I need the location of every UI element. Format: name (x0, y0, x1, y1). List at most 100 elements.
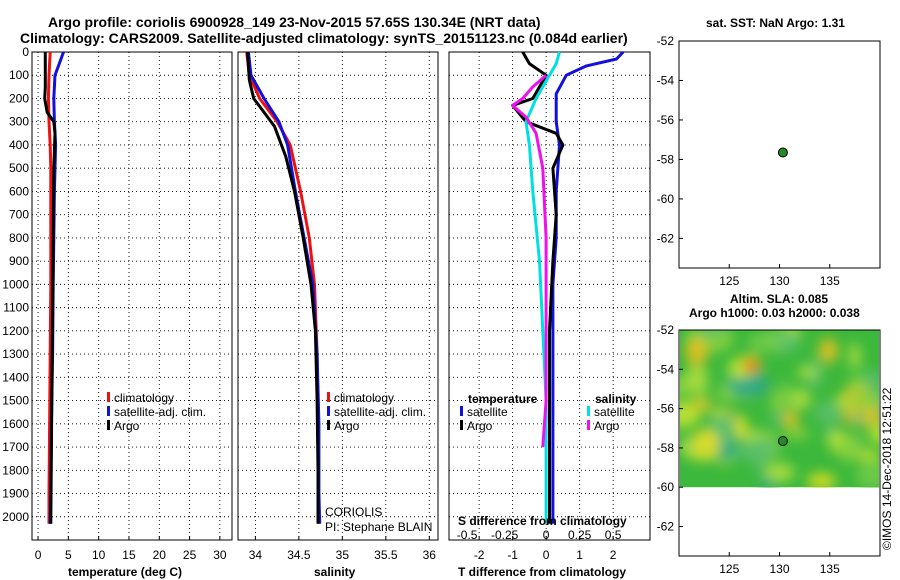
heatmap-cell (749, 452, 767, 469)
x-tick-label: 0 (543, 548, 550, 562)
y-tick-label: 1100 (3, 301, 29, 315)
temperature-panel: 0 5 10 15 20 25 300100200300400500600700800900… (2, 45, 233, 562)
salinity-legend: climatology satellite-adj. clim. Argo CO… (325, 391, 432, 534)
heatmap-cell (684, 366, 709, 390)
heatmap-cell (775, 331, 801, 345)
pi-annotation: PI: Stephane BLAIN (325, 520, 432, 534)
series-line-argo (43, 52, 57, 524)
map-y-tick-label: -60 (657, 192, 675, 206)
grid (238, 51, 438, 540)
series-line-satellite-adj-clim- (246, 51, 322, 524)
map-y-tick-label: -58 (657, 441, 675, 455)
y-tick-label: 800 (9, 231, 29, 245)
legend-swatch-s-satellite (587, 406, 590, 416)
heatmap-cell-high (743, 358, 760, 373)
float-position-marker (777, 147, 788, 158)
heatmap-cell (848, 342, 861, 370)
x-tick-label: 35.5 (374, 548, 398, 562)
map-y-tick-label: -56 (657, 113, 675, 127)
heatmap-cell (685, 338, 708, 367)
sst-map-title: sat. SST: NaN Argo: 1.31 (706, 16, 845, 30)
legend-swatch-s-argo (587, 420, 590, 430)
series-line-t-satellite (551, 50, 625, 524)
x-tick-label: 34.5 (287, 548, 311, 562)
figure-title-line1: Argo profile: coriolis 6900928_149 23-No… (48, 14, 541, 30)
sla-map-panel: 125 130 135 -52 -54 -56 -58 -60 -62 (657, 323, 881, 576)
legend-swatch-climatology (327, 392, 330, 402)
x-tick-label: 25 (183, 548, 197, 562)
x-tick-label: 1 (576, 548, 583, 562)
heatmap-cell (814, 401, 842, 425)
grid (32, 51, 232, 540)
map-x-tick-label: 130 (769, 274, 789, 288)
y-tick-label: 400 (9, 138, 29, 152)
map-y-tick-label: -58 (657, 152, 675, 166)
series-line-climatology (245, 51, 321, 524)
heatmap-cell (796, 366, 819, 378)
heatmap-cell (783, 410, 799, 429)
series-line-climatology (46, 51, 53, 524)
map-y-tick-label: -52 (657, 34, 675, 48)
map-y-tick-label: -60 (657, 480, 675, 494)
heatmap-cell (769, 410, 786, 426)
map-y-tick-label: -62 (657, 231, 675, 245)
heatmap-field (680, 330, 879, 488)
map-x-tick-label: 125 (719, 562, 739, 576)
figure-title-line2: Climatology: CARS2009. Satellite-adjuste… (20, 30, 628, 46)
legend-swatch-climatology (107, 392, 110, 402)
y-tick-label: 1500 (2, 394, 29, 408)
heatmap-cell (848, 376, 868, 392)
temperature-xlabel: temperature (deg C) (68, 565, 182, 579)
heatmap-cell (788, 388, 811, 410)
operator-annotation: CORIOLIS (325, 505, 382, 519)
top-x-tick-label: -0.25 (491, 528, 519, 542)
x-tick-label: 34 (249, 548, 263, 562)
x-tick-label: 2 (610, 548, 617, 562)
temperature-legend: climatology satellite-adj. clim. Argo (107, 391, 206, 433)
axes-frame (31, 51, 233, 541)
y-tick-label: 1600 (2, 417, 29, 431)
heatmap-cell (851, 412, 866, 426)
axes-frame (237, 51, 439, 541)
legend-swatch-t-argo (460, 420, 463, 430)
map-y-tick-label: -54 (657, 73, 675, 87)
heatmap-cell (770, 390, 783, 414)
heatmap-cell (734, 415, 749, 439)
x-tick-label: 20 (153, 548, 167, 562)
legend-swatch-t-satellite (460, 406, 463, 416)
y-tick-label: 2000 (2, 510, 29, 524)
legend-swatch-argo (107, 420, 110, 430)
x-tick-label: 30 (213, 548, 227, 562)
legend-label-t-argo: Argo (467, 419, 493, 433)
x-tick-label: 15 (122, 548, 136, 562)
heatmap-cell (869, 421, 879, 446)
top-x-tick-label: 0.25 (568, 528, 592, 542)
y-tick-label: 200 (9, 91, 29, 105)
sla-heatmap (680, 330, 879, 488)
map-x-tick-label: 130 (769, 562, 789, 576)
legend-label-argo: Argo (334, 419, 360, 433)
legend-swatch-satellite (107, 406, 110, 416)
y-tick-label: 600 (9, 184, 29, 198)
map-y-tick-label: -52 (657, 323, 675, 337)
heatmap-cell (835, 433, 864, 463)
heatmap-cell (763, 462, 795, 483)
heatmap-cell (689, 400, 713, 411)
difference-top-axis-label: S difference from climatology (458, 514, 627, 528)
heatmap-cell (846, 391, 879, 411)
legend-swatch-argo (327, 420, 330, 430)
difference-legend: temperature salinity satellite Argo sate… (460, 392, 637, 433)
heatmap-cell (855, 463, 879, 488)
map-y-tick-label: -56 (657, 402, 675, 416)
y-tick-label: 1200 (2, 324, 29, 338)
heatmap-cell (691, 429, 721, 459)
legend-label-argo: Argo (114, 419, 140, 433)
salinity-xlabel: salinity (314, 565, 356, 579)
y-tick-label: 1700 (2, 440, 29, 454)
y-tick-label: 900 (9, 254, 29, 268)
series-line-argo (246, 51, 320, 524)
map-x-tick-label: 135 (820, 274, 840, 288)
legend-label-t-satellite: satellite (467, 405, 508, 419)
legend-label-climatology: climatology (334, 391, 394, 405)
